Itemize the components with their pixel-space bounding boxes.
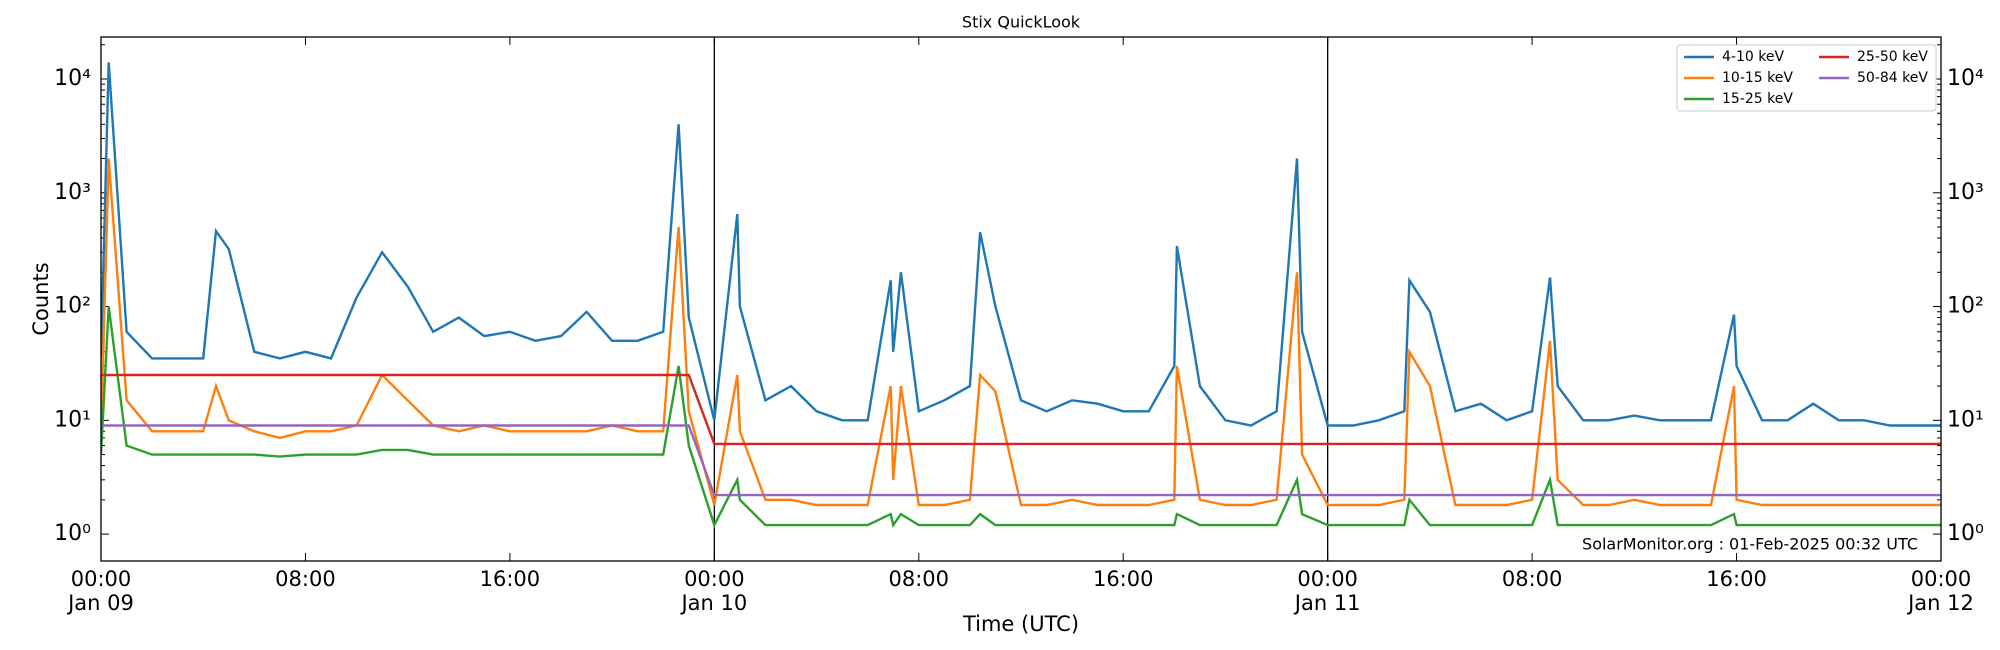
legend-label: 50-84 keV (1857, 70, 1928, 86)
x-tick-label: 00:00 Jan 11 (1294, 567, 1361, 615)
legend-label: 25-50 keV (1857, 49, 1928, 65)
series-line (101, 424, 1941, 497)
y-tick-label: 10⁴ (1947, 66, 1984, 91)
x-tick-label: 08:00 (275, 567, 336, 591)
x-axis-label: Time (UTC) (962, 612, 1079, 636)
x-tick-label: 00:00 Jan 09 (68, 567, 134, 615)
series-line (101, 62, 1941, 427)
series-line (101, 373, 1941, 446)
x-tick-label: 16:00 (1706, 567, 1767, 591)
x-tick-label: 00:00 Jan 10 (681, 567, 748, 615)
y-tick-label: 10² (54, 294, 91, 319)
legend-label: 4-10 keV (1722, 49, 1784, 65)
y-tick-label: 10² (1947, 294, 1984, 319)
x-tick-label: 16:00 (1092, 567, 1154, 591)
x-tick-label: 08:00 (888, 567, 950, 591)
x-tick-label: 00:00 Jan 12 (1908, 567, 1974, 615)
y-tick-label: 10³ (1947, 180, 1984, 205)
series-line (101, 306, 1941, 529)
plot-frame (100, 36, 1942, 562)
footnote: SolarMonitor.org : 01-Feb-2025 00:32 UTC (1582, 535, 1918, 554)
y-tick-label: 10⁰ (1947, 521, 1984, 546)
x-tick-label: 16:00 (479, 567, 541, 591)
legend-label: 10-15 keV (1722, 70, 1793, 86)
y-axis-label: Counts (29, 262, 53, 335)
legend-box (1676, 44, 1937, 112)
y-tick-label: 10⁴ (54, 66, 91, 91)
y-tick-label: 10⁰ (54, 521, 91, 546)
x-tick-label: 08:00 (1501, 567, 1563, 591)
y-tick-label: 10¹ (1947, 407, 1984, 432)
series-line (101, 158, 1941, 507)
legend-label: 15-25 keV (1722, 91, 1793, 107)
chart-title: Stix QuickLook (962, 13, 1081, 32)
y-tick-label: 10³ (54, 180, 91, 205)
y-tick-label: 10¹ (54, 407, 91, 432)
